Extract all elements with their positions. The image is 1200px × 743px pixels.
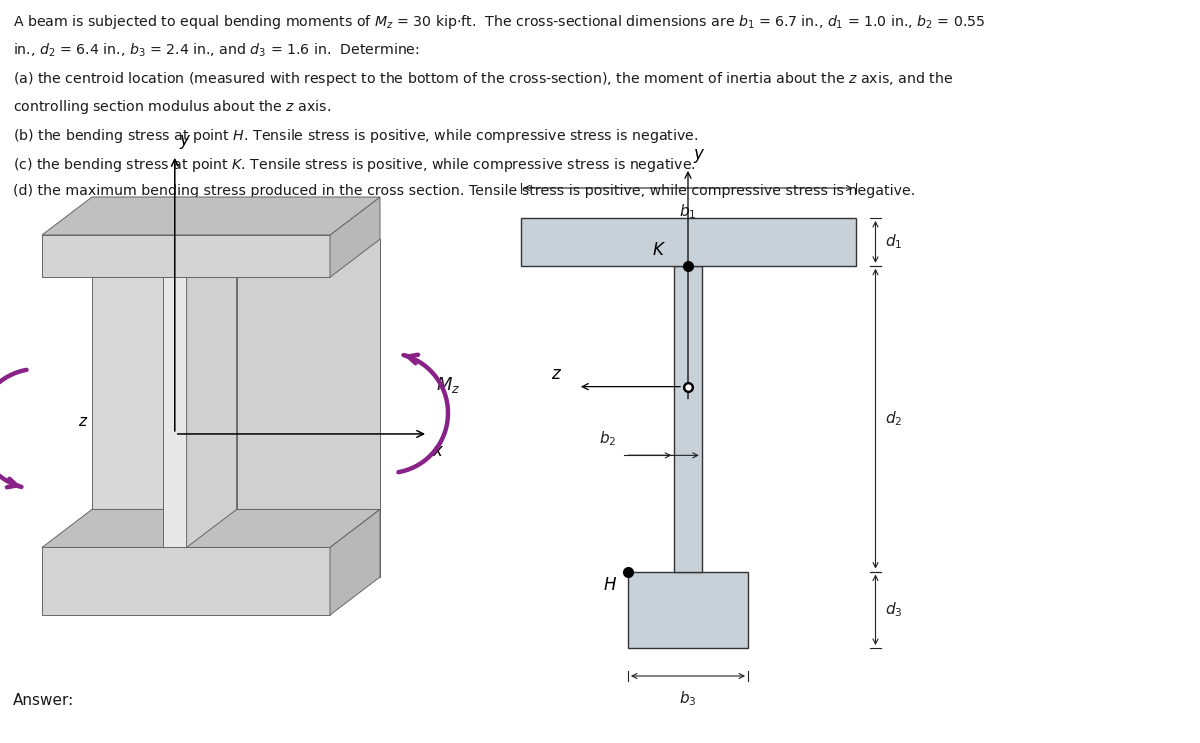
Polygon shape <box>42 235 330 277</box>
Text: x: x <box>432 442 442 460</box>
Polygon shape <box>521 218 856 266</box>
Text: $b_3$: $b_3$ <box>679 689 697 707</box>
Text: y: y <box>180 131 190 149</box>
Text: y: y <box>694 145 703 163</box>
Polygon shape <box>236 239 380 510</box>
Text: (d) the maximum bending stress produced in the cross section. Tensile stress is : (d) the maximum bending stress produced … <box>13 184 916 198</box>
Text: Answer:: Answer: <box>13 693 74 708</box>
Text: A beam is subjected to equal bending moments of $M_z$ = 30 kip·ft.  The cross-se: A beam is subjected to equal bending mom… <box>13 13 985 31</box>
Text: $b_1$: $b_1$ <box>679 202 697 221</box>
Text: (b) the bending stress at point $H$. Tensile stress is positive, while compressi: (b) the bending stress at point $H$. Ten… <box>13 127 698 145</box>
Polygon shape <box>42 197 380 235</box>
Polygon shape <box>187 239 236 548</box>
Text: z: z <box>551 365 560 383</box>
Text: $d_1$: $d_1$ <box>886 233 902 251</box>
Text: in., $d_2$ = 6.4 in., $b_3$ = 2.4 in., and $d_3$ = 1.6 in.  Determine:: in., $d_2$ = 6.4 in., $b_3$ = 2.4 in., a… <box>13 42 420 59</box>
Text: $M_z$: $M_z$ <box>436 375 461 395</box>
Text: $d_2$: $d_2$ <box>886 409 902 428</box>
Polygon shape <box>42 510 380 548</box>
Polygon shape <box>163 239 236 277</box>
Text: K: K <box>652 241 662 259</box>
Polygon shape <box>92 510 380 577</box>
Polygon shape <box>92 239 212 510</box>
Text: (a) the centroid location (measured with respect to the bottom of the cross-sect: (a) the centroid location (measured with… <box>13 70 953 88</box>
Text: H: H <box>604 576 616 594</box>
Text: (c) the bending stress at point $K$. Tensile stress is positive, while compressi: (c) the bending stress at point $K$. Ten… <box>13 155 696 174</box>
Text: controlling section modulus about the $z$ axis.: controlling section modulus about the $z… <box>13 99 331 117</box>
Text: $b_2$: $b_2$ <box>599 429 617 448</box>
Polygon shape <box>330 510 380 615</box>
Polygon shape <box>674 266 702 571</box>
Text: $d_3$: $d_3$ <box>886 600 904 619</box>
Polygon shape <box>163 277 187 548</box>
Polygon shape <box>330 197 380 277</box>
Text: z: z <box>78 414 86 429</box>
Polygon shape <box>628 571 748 648</box>
Polygon shape <box>42 548 330 615</box>
